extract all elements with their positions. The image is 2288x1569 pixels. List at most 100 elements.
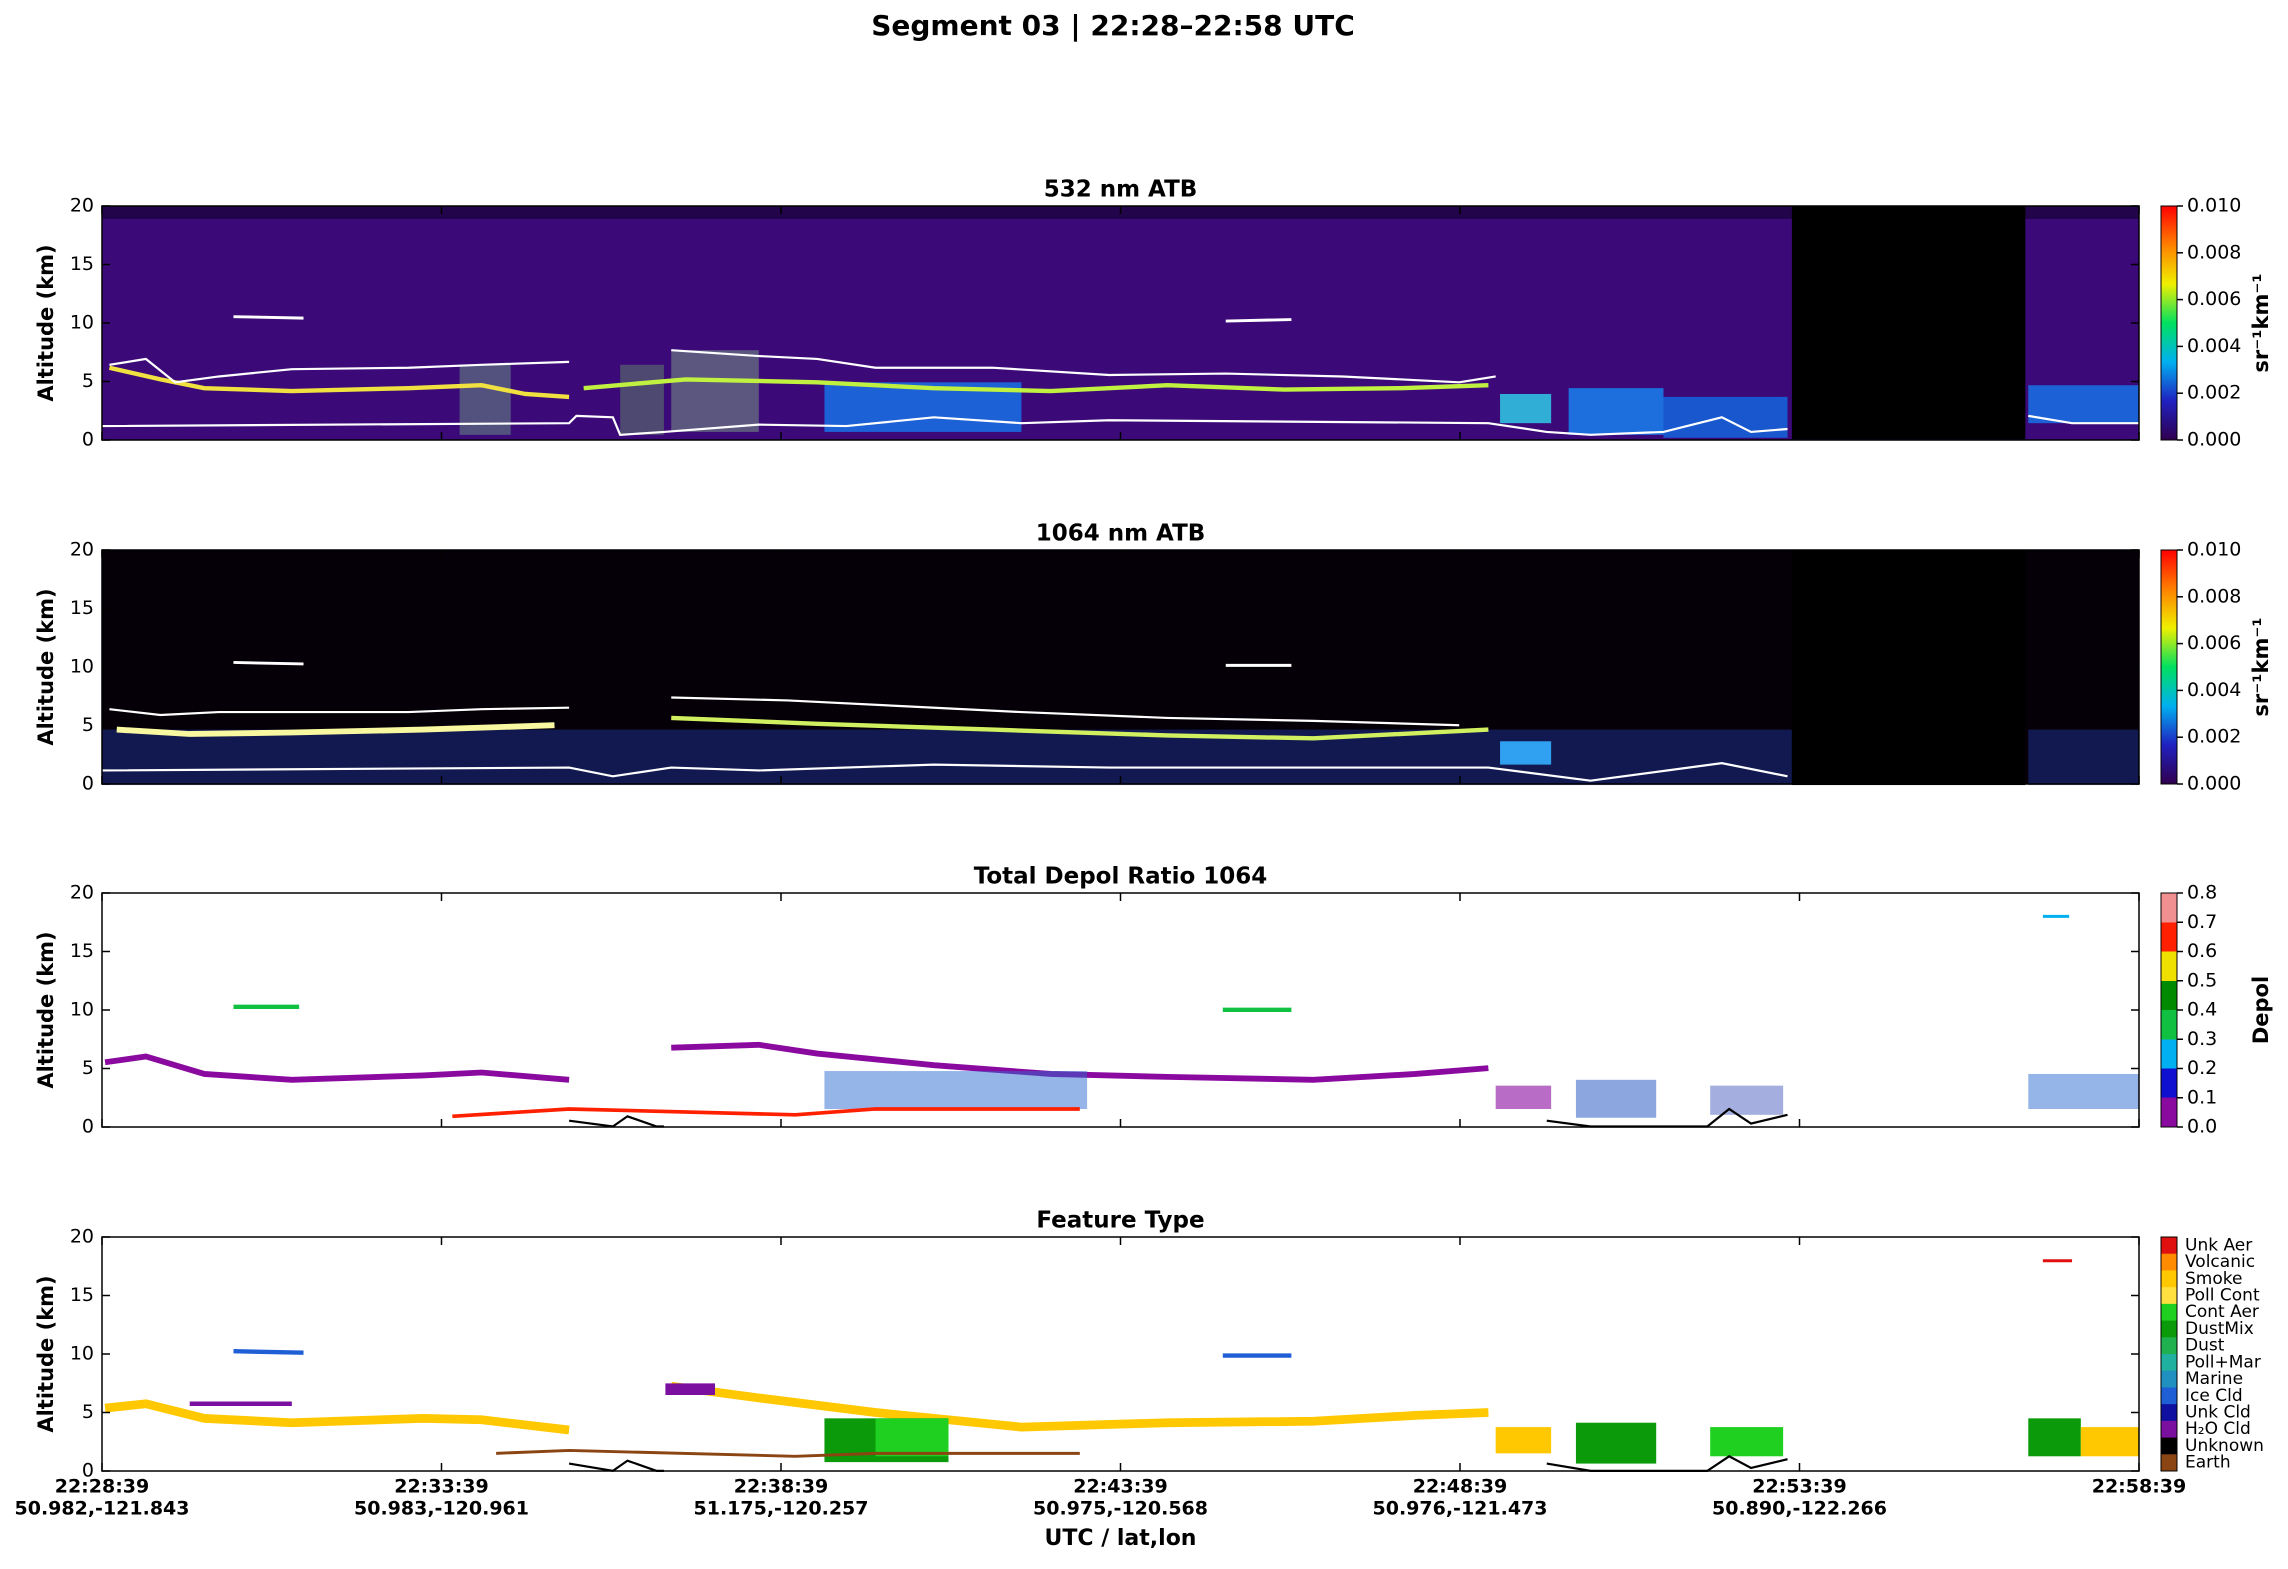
x-tick-label: 22:43:39 (1073, 1476, 1168, 1498)
colorbar-category: DustMix (2185, 1319, 2254, 1339)
colorbar-tick-label: 0.002 (2187, 726, 2241, 748)
panel-title: 1064 nm ATB (1036, 521, 1206, 547)
y-tick-label: 15 (70, 597, 94, 619)
y-tick-label: 15 (70, 940, 94, 962)
panel-title: Feature Type (1036, 1208, 1204, 1234)
colorbar-tick-label: 0.3 (2187, 1028, 2217, 1050)
panel-title: 532 nm ATB (1044, 177, 1198, 203)
y-tick-label: 5 (82, 370, 94, 392)
colorbar (2161, 206, 2177, 440)
y-tick-label: 5 (82, 1057, 94, 1079)
y-tick-label: 20 (70, 1226, 94, 1248)
colorbar-tick-label: 0.008 (2187, 585, 2241, 607)
x-tick-label: 22:33:39 (394, 1476, 489, 1498)
colorbar-category: Marine (2185, 1369, 2243, 1389)
y-tick-label: 0 (82, 1460, 94, 1482)
colorbar-frame (2160, 549, 2178, 785)
y-tick-label: 15 (70, 253, 94, 275)
x-tick-label: 22:28:39 (55, 1476, 150, 1498)
y-tick-label: 20 (70, 882, 94, 904)
y-tick-label: 0 (82, 429, 94, 451)
x-tick-location: 50.983,-120.961 (354, 1498, 529, 1520)
colorbar-tick-label: 0.5 (2187, 969, 2217, 991)
plot-background (102, 1237, 2139, 1471)
colorbar-tick-label: 0.008 (2187, 241, 2241, 263)
colorbar-tick-label: 0.1 (2187, 1086, 2217, 1108)
panel-title: Total Depol Ratio 1064 (974, 864, 1268, 890)
colorbar-category: Volcanic (2185, 1252, 2255, 1272)
colorbar-tick-label: 0.4 (2187, 999, 2217, 1021)
colorbar-bin (2161, 1337, 2177, 1355)
x-tick-location: 50.890,-122.266 (1712, 1498, 1887, 1520)
colorbar (2161, 893, 2177, 1127)
plot-background (102, 893, 2139, 1127)
colorbar-label: sr⁻¹km⁻¹ (2249, 617, 2273, 716)
colorbar-tick-label: 0.2 (2187, 1057, 2217, 1079)
figure-title: Segment 03 | 22:28–22:58 UTC (871, 9, 1355, 42)
colorbar-bin (2161, 1287, 2177, 1305)
colorbar-tick-label: 0.004 (2187, 679, 2241, 701)
colorbar-tick-label: 0.8 (2187, 882, 2217, 904)
y-axis-label: Altitude (km) (34, 931, 58, 1088)
colorbar-category: Earth (2185, 1453, 2231, 1473)
x-tick-label: 22:53:39 (1752, 1476, 1847, 1498)
colorbar-bin (2161, 1320, 2177, 1338)
colorbar-bin (2161, 1354, 2177, 1372)
colorbar-bin (2161, 1237, 2177, 1255)
x-tick-label: 22:58:39 (2092, 1476, 2187, 1498)
x-axis-label: UTC / lat,lon (1045, 1526, 1197, 1551)
curtain-imagery (102, 205, 2140, 1473)
colorbar-tick-label: 0.004 (2187, 335, 2241, 357)
colorbar-frame (2160, 1236, 2178, 1472)
no-data (1791, 205, 2026, 440)
colorbar-tick-label: 0.000 (2187, 773, 2241, 795)
colorbar-label: sr⁻¹km⁻¹ (2249, 273, 2273, 372)
y-axis-label: Altitude (km) (34, 244, 58, 401)
colorbar-tick-label: 0.006 (2187, 288, 2241, 310)
colorbar-frame (2160, 892, 2178, 1128)
colorbar-category: Cont Aer (2185, 1302, 2259, 1322)
colorbar-bin (2161, 1370, 2177, 1388)
colorbar-bin (2161, 1404, 2177, 1422)
y-tick-label: 10 (70, 1343, 94, 1365)
y-tick-label: 5 (82, 1401, 94, 1423)
colorbar-tick-label: 0.7 (2187, 911, 2217, 933)
colorbar-label: Depol (2249, 976, 2273, 1044)
x-tick-label: 22:48:39 (1413, 1476, 1508, 1498)
colorbar-tick-label: 0.006 (2187, 632, 2241, 654)
colorbar-tick-label: 0.010 (2187, 195, 2241, 217)
colorbar-category: Smoke (2185, 1269, 2242, 1289)
x-tick-location: 50.976,-121.473 (1373, 1498, 1548, 1520)
y-tick-label: 0 (82, 773, 94, 795)
y-tick-label: 5 (82, 714, 94, 736)
colorbar-tick-label: 0.000 (2187, 429, 2241, 451)
colorbar-category: Poll Cont (2185, 1286, 2260, 1306)
colorbar-bin (2161, 1253, 2177, 1271)
colorbar-bin (2161, 1303, 2177, 1322)
x-tick-location: 50.982,-121.843 (15, 1498, 190, 1520)
colorbar-bin (2161, 1270, 2177, 1288)
colorbar-tick-label: 0.002 (2187, 382, 2241, 404)
y-tick-label: 0 (82, 1116, 94, 1138)
y-axis-label: Altitude (km) (34, 588, 58, 745)
colorbar-bin (2161, 1420, 2177, 1439)
y-tick-label: 20 (70, 539, 94, 561)
colorbar (2161, 550, 2177, 784)
y-tick-label: 10 (70, 312, 94, 334)
colorbar-tick-label: 0.6 (2187, 940, 2217, 962)
y-tick-label: 10 (70, 999, 94, 1021)
colorbar-category: Unk Aer (2185, 1235, 2252, 1255)
no-data (1791, 550, 2026, 786)
colorbar-tick-label: 0.0 (2187, 1116, 2217, 1138)
y-tick-label: 20 (70, 195, 94, 217)
colorbar-tick-label: 0.010 (2187, 539, 2241, 561)
colorbar-category: Poll+Mar (2185, 1352, 2261, 1372)
y-axis-label: Altitude (km) (34, 1275, 58, 1432)
x-tick-label: 22:38:39 (734, 1476, 829, 1498)
colorbar-category: Unk Cld (2185, 1403, 2251, 1423)
colorbar-frame (2160, 205, 2178, 441)
colorbar-category: H₂O Cld (2185, 1419, 2251, 1439)
colorbar-category: Ice Cld (2185, 1386, 2243, 1406)
colorbar-bin (2161, 1454, 2177, 1472)
